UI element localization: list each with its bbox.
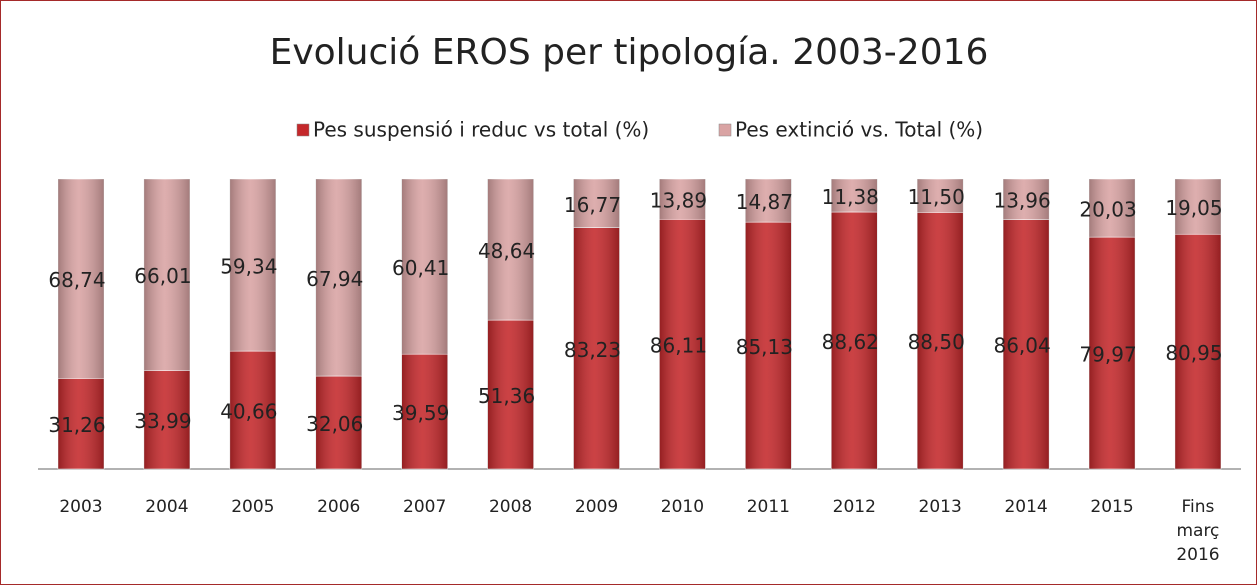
data-label: 79,97 <box>1079 343 1136 367</box>
data-label: 13,89 <box>650 189 707 213</box>
data-label: 31,26 <box>48 413 105 437</box>
x-tick-label: 2006 <box>317 497 361 517</box>
data-label: 66,01 <box>134 264 191 288</box>
x-tick-label: 2013 <box>918 497 962 517</box>
x-tick-label: Fins març 2016 <box>1176 497 1220 565</box>
data-label: 40,66 <box>220 400 277 424</box>
data-label: 88,62 <box>822 330 879 354</box>
data-label: 19,05 <box>1165 196 1222 220</box>
data-label: 80,95 <box>1165 341 1222 365</box>
legend-label: Pes extinció vs. Total (%) <box>735 118 983 142</box>
data-label: 20,03 <box>1079 198 1136 222</box>
x-tick-label: 2009 <box>574 497 619 517</box>
data-label: 88,50 <box>908 330 965 354</box>
data-label: 86,11 <box>650 334 707 358</box>
data-label: 32,06 <box>306 412 363 436</box>
x-tick-label: 2004 <box>145 497 189 517</box>
x-tick-label: 2003 <box>59 497 103 517</box>
x-tick-label: 2015 <box>1090 497 1134 517</box>
data-label: 83,23 <box>564 338 621 362</box>
data-label: 14,87 <box>736 190 793 214</box>
data-label: 68,74 <box>48 268 105 292</box>
legend-swatch <box>718 123 732 137</box>
data-label: 16,77 <box>564 193 621 217</box>
legend-label: Pes suspensió i reduc vs total (%) <box>313 118 649 142</box>
data-label: 39,59 <box>392 401 449 425</box>
x-tick-label: 2005 <box>231 497 275 517</box>
x-tick-label: 2014 <box>1004 497 1048 517</box>
legend-swatch <box>296 123 310 137</box>
data-label: 60,41 <box>392 256 449 280</box>
x-tick-label: 2007 <box>403 497 447 517</box>
data-label: 67,94 <box>306 267 363 291</box>
chart-title: Evolució EROS per tipología. 2003-2016 <box>270 32 989 73</box>
data-label: 33,99 <box>134 409 191 433</box>
data-label: 59,34 <box>220 255 277 279</box>
data-label: 51,36 <box>478 384 535 408</box>
data-label: 11,50 <box>908 185 965 209</box>
x-tick-label: 2010 <box>660 497 705 517</box>
x-tick-label: 2012 <box>832 497 876 517</box>
data-label: 86,04 <box>993 334 1050 358</box>
data-label: 48,64 <box>478 239 535 263</box>
data-label: 13,96 <box>993 189 1050 213</box>
x-tick-label: 2008 <box>488 497 533 517</box>
data-label: 11,38 <box>822 185 879 209</box>
x-tick-label: 2011 <box>746 497 790 517</box>
data-label: 85,13 <box>736 335 793 359</box>
